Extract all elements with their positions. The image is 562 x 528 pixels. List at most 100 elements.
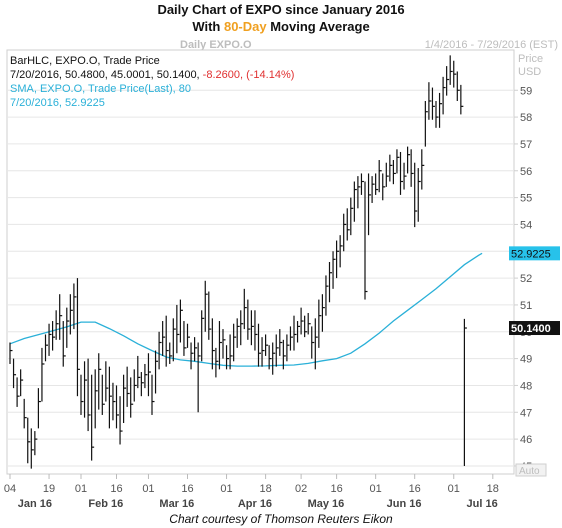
price-bars [9,55,467,469]
price-bar [59,294,63,340]
price-bar [293,315,297,351]
x-month-label: Feb 16 [88,498,123,510]
price-bar [343,213,347,252]
price-bar [87,358,91,432]
x-month-label: Jul 16 [467,498,498,510]
x-month-label: Apr 16 [238,498,272,510]
price-bar [76,278,80,397]
price-bar [438,92,443,128]
y-tick-label: 55 [520,193,532,205]
price-bar [122,374,127,424]
price-bar [30,428,34,469]
price-bar [456,71,460,101]
price-bar [126,366,130,407]
price-bar [442,76,446,115]
x-tick-label: 02 [295,483,307,495]
price-bar [403,162,407,190]
price-bar [336,240,340,279]
x-tick-label: 16 [110,483,122,495]
price-bar [9,342,13,364]
price-bar [272,342,276,375]
x-tick-label: 19 [43,483,55,495]
price-bar [460,84,464,115]
x-tick-label: 18 [259,483,271,495]
price-bar [367,173,372,236]
price-bar [407,146,411,174]
price-bar [257,323,261,367]
price-bar [140,372,144,397]
auto-scale-toggle[interactable] [515,463,547,477]
y-tick-label: 59 [520,85,532,97]
price-bar [165,315,169,367]
x-tick-label: 01 [75,483,87,495]
price-bar [222,329,226,359]
subtitle-prefix: With [192,19,224,34]
price-bar [375,173,379,195]
price-bar [94,369,98,429]
price-bar [51,321,56,351]
price-bar [162,321,166,356]
x-tick-label: 01 [370,483,382,495]
subtitle-highlight: 80-Day [223,19,267,34]
grid-lines [8,89,513,467]
legend-text: 7/20/2016, 50.4800, 45.0001, 50.1400, [10,69,203,81]
price-bar [197,342,201,413]
price-bar [275,334,279,367]
price-bar [130,377,134,418]
price-bar [208,291,212,340]
price-bar [371,176,375,203]
price-bar [133,369,137,402]
y-tick-label: 57 [520,139,532,151]
y-tick-label: 51 [520,300,532,312]
price-bar [392,160,396,185]
price-bar [321,294,325,332]
price-bar [240,310,244,346]
price-bar [144,363,148,389]
x-month-label: May 16 [308,498,345,510]
price-bar [236,318,240,348]
chart-title: Daily Chart of EXPO since January 2016 [157,2,405,17]
date-range: 1/4/2016 - 7/29/2016 (EST) [425,39,558,51]
x-axis-ticks: 04 19 01 16 01 16 01 18 02 16 01 16 01 18 Jan 16 Feb 16… [4,474,499,510]
auto-scale-label: Auto [519,466,540,477]
chart-credit: Chart courtesy of Thomson Reuters Eikon [169,512,393,526]
legend-entry: SMA, EXPO.O, Trade Price(Last), 80 [10,83,191,95]
price-bar [16,377,20,407]
price-bar [268,345,272,370]
last-price-box [509,321,560,336]
price-bar [23,398,27,429]
price-bar [421,149,425,190]
legend-text: 7/20/2016, 52.9225 [10,97,105,109]
price-bar [201,310,205,362]
price-bar [108,366,112,429]
price-bar [300,307,304,335]
sma-layer [9,252,483,367]
price-bar [190,342,194,370]
price-bar [311,326,315,359]
price-bar [83,361,88,418]
chart-subtitle-line: With 80-Day Moving Average [0,19,562,34]
price-bar [318,299,322,348]
price-bar [215,347,219,378]
price-bar [172,318,176,362]
y-axis-ticks: 454647484950515253545556575859 [514,85,532,473]
price-bar [218,321,222,370]
price-bar [243,288,247,330]
price-bar [250,310,254,346]
price-bar [12,358,17,389]
x-tick-label: 04 [4,483,16,495]
price-bar [357,176,361,209]
legend-entry: 7/20/2016, 50.4800, 45.0001, 50.1400, -8… [10,69,294,81]
y-tick-label: 54 [520,219,532,231]
y-tick-label: 49 [520,354,532,366]
price-bar [385,162,389,187]
price-bar [101,374,105,415]
price-bar [353,181,357,222]
plot-border [6,49,515,475]
price-bar [147,353,151,397]
price-bar [20,369,24,397]
price-bar [176,304,180,354]
price-bar [34,431,38,456]
subtitle-suffix: Moving Average [266,19,370,34]
price-bar [98,353,102,410]
